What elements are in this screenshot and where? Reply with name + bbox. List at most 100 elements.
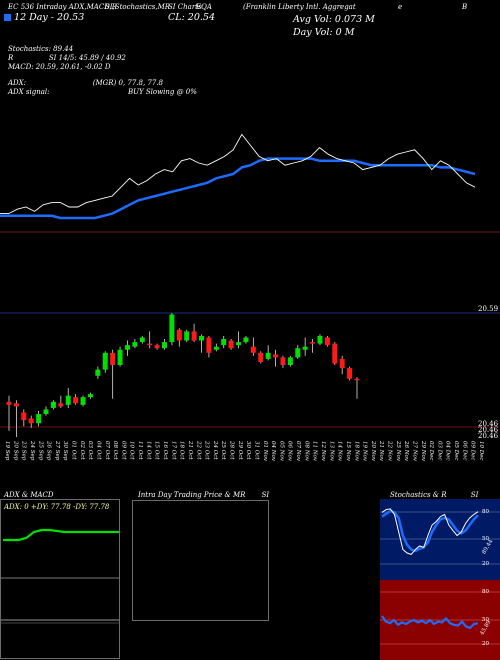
date-tick-label: 12 Nov: [320, 441, 326, 462]
date-tick-label: 02 Oct: [79, 441, 85, 460]
header-title-segment: e: [398, 3, 403, 11]
date-tick-label: 03 Dec: [436, 441, 442, 461]
date-tick-label: 21 Nov: [378, 440, 384, 462]
date-tick-label: 25 Sep: [37, 440, 43, 461]
adx-line: [3, 528, 119, 542]
intraday-title-text: Intra Day Trading Price & MR: [138, 491, 246, 499]
price-bottom-tick-3: 20.46: [478, 432, 499, 440]
candle-body: [324, 337, 330, 346]
candle-body: [36, 414, 42, 424]
candle-body: [273, 354, 279, 358]
candle-body: [102, 352, 108, 370]
candle-body: [87, 394, 93, 398]
rsi-readout: R SI 14/5: 45.89 / 40.92: [8, 54, 126, 62]
avg-volume-label: Avg Vol: 0.073 M: [293, 14, 375, 25]
adx-values-label: ADX: 0 +DY: 77.78 -DY: 77.78: [4, 503, 110, 511]
candlestick-series: [6, 313, 360, 437]
date-tick-label: 27 Sep: [54, 440, 60, 461]
stoch-panel-title: Stochastics & R SI: [390, 491, 478, 499]
stoch-tick-50: 50: [482, 536, 489, 542]
stoch-tick-20: 20: [482, 561, 489, 567]
price-bottom-tick-1: 20.46: [478, 420, 499, 428]
date-tick-label: 24 Sep: [29, 440, 35, 461]
date-tick-label: 03 Oct: [87, 441, 93, 460]
date-tick-label: 05 Dec: [453, 441, 459, 461]
date-tick-label: 13 Nov: [328, 441, 334, 462]
adx-signal-value: BUY Slowing @ 0%: [128, 88, 197, 96]
rsi-panel: 80 50 20 45.89: [380, 580, 500, 660]
candle-body: [117, 349, 123, 366]
header-title-segment: EC 536 Intraday ADX,MACD,R: [8, 3, 118, 11]
candle-body: [221, 339, 227, 346]
date-tick-label: 11 Nov: [312, 441, 318, 462]
stochastics-d-line: [381, 509, 479, 553]
rsi-chart: [380, 591, 500, 645]
candle-body: [6, 401, 12, 405]
date-tick-label: 05 Nov: [278, 441, 284, 462]
date-tick-label: 01 Oct: [71, 441, 77, 460]
legend-square-icon: [4, 14, 11, 21]
date-tick-label: 02 Dec: [428, 441, 434, 461]
price-line: [0, 133, 476, 215]
candle-body: [184, 331, 190, 341]
date-tick-label: 01 Nov: [262, 441, 268, 462]
main-price-chart: 19 Sep 20 Sep 23 Sep 24 Sep 25 Sep 26 Sep 27 S…: [0, 133, 500, 462]
date-tick-label: 10 Dec: [478, 441, 484, 461]
date-range-text: 12 Day - 20.53: [14, 12, 85, 23]
candle-body: [332, 343, 338, 364]
adx-signal-label: ADX signal:: [8, 88, 50, 96]
date-tick-label: 27 Nov: [411, 440, 417, 462]
stochastics-chart: [380, 508, 500, 565]
candle-body: [154, 345, 160, 349]
candle-body: [310, 342, 316, 344]
candle-body: [265, 352, 271, 359]
candle-body: [58, 403, 64, 407]
date-tick-label: 22 Oct: [195, 440, 201, 460]
header-title-segment: SI,Stochastics,MR: [105, 3, 171, 11]
day-volume-label: Day Vol: 0 M: [293, 27, 355, 38]
date-tick-label: 26 Nov: [403, 440, 409, 462]
adx-panel-title: ADX & MACD: [4, 491, 54, 499]
moving-average-line: [0, 157, 476, 220]
date-tick-label: 26 Sep: [46, 440, 52, 461]
candle-body: [250, 346, 256, 353]
adx-panel: ADX: 0 +DY: 77.78 -DY: 77.78: [0, 499, 120, 659]
candle-body: [161, 342, 167, 349]
date-tick-label: 04 Oct: [95, 441, 101, 460]
date-tick-label: 29 Nov: [420, 440, 426, 462]
date-tick-label: 23 Oct: [204, 440, 210, 460]
date-tick-label: 04 Dec: [445, 441, 451, 461]
candle-body: [206, 337, 212, 353]
date-tick-label: 07 Nov: [295, 441, 301, 462]
date-tick-label: 20 Sep: [12, 440, 18, 461]
date-tick-label: 07 Oct: [104, 441, 110, 460]
macd-readout: MACD: 20.59, 20.61, -0.02 D: [8, 63, 111, 71]
candle-body: [317, 335, 323, 344]
date-tick-label: 30 Oct: [245, 441, 251, 460]
candle-body: [80, 397, 86, 405]
date-tick-label: 11 Oct: [137, 441, 143, 460]
candle-body: [354, 378, 360, 381]
candle-body: [50, 401, 56, 408]
close-price-label: CL: 20.54: [168, 12, 215, 23]
moving-average-series: [0, 133, 476, 220]
candle-body: [28, 418, 34, 424]
candle-body: [199, 335, 205, 341]
header-title-segment: EQA: [196, 3, 212, 11]
candle-body: [21, 412, 27, 421]
date-tick-label: 16 Oct: [162, 441, 168, 460]
date-tick-label: 30 Sep: [62, 441, 68, 461]
candle-body: [191, 331, 197, 341]
date-range-label: 12 Day - 20.53: [4, 12, 84, 23]
candle-body: [43, 409, 49, 415]
date-tick-label: 21 Oct: [187, 440, 193, 460]
date-tick-label: 08 Nov: [303, 441, 309, 462]
date-tick-label: 06 Nov: [287, 441, 293, 462]
date-tick-label: 10 Oct: [129, 441, 135, 460]
rsi-tick-50: 50: [482, 617, 489, 623]
date-tick-label: 04 Nov: [270, 441, 276, 462]
candle-body: [236, 342, 242, 346]
date-tick-label: 06 Dec: [461, 441, 467, 461]
candle-body: [176, 329, 182, 341]
candle-body: [65, 395, 71, 405]
